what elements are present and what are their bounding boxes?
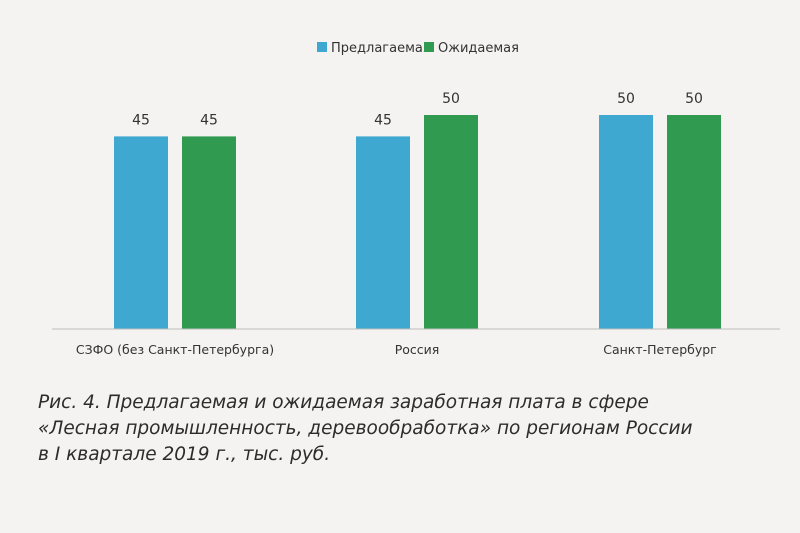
category-label-2: Санкт-Петербург: [603, 342, 717, 357]
category-label-1: Россия: [395, 342, 440, 357]
caption-line-3: в I квартале 2019 г., тыс. руб.: [38, 444, 331, 465]
legend-swatch-series-1: [424, 42, 434, 52]
data-label-expected-cat-1: 50: [442, 91, 460, 107]
figure-caption: Рис. 4. Предлагаемая и ожидаемая заработ…: [38, 390, 778, 468]
labels-group: 45 45 45 50 50 50: [132, 91, 703, 128]
data-label-offered-cat-2: 50: [617, 91, 635, 107]
category-label-0: СЗФО (без Санкт-Петербурга): [76, 342, 274, 357]
bar-offered-cat-2: [599, 115, 653, 329]
bar-offered-cat-0: [114, 136, 168, 329]
bar-chart: Предлагаемая Ожидаемая 45 45 45 50 50 50 СЗФО…: [52, 41, 780, 357]
bars-group: [114, 115, 721, 329]
legend-label-series-1: Ожидаемая: [438, 41, 519, 56]
bar-offered-cat-1: [356, 136, 410, 329]
caption-line-1: Рис. 4. Предлагаемая и ожидаемая заработ…: [38, 392, 649, 413]
data-label-expected-cat-2: 50: [685, 91, 703, 107]
bar-expected-cat-0: [182, 136, 236, 329]
category-labels-group: СЗФО (без Санкт-Петербурга) Россия Санкт-П…: [76, 342, 717, 357]
caption-line-2: «Лесная промышленность, деревообработка»…: [38, 418, 693, 439]
legend-label-series-0: Предлагаемая: [331, 41, 431, 56]
data-label-offered-cat-1: 45: [374, 112, 392, 128]
chart-legend: Предлагаемая Ожидаемая: [317, 41, 519, 56]
data-label-offered-cat-0: 45: [132, 112, 150, 128]
bar-expected-cat-2: [667, 115, 721, 329]
data-label-expected-cat-0: 45: [200, 112, 218, 128]
legend-swatch-series-0: [317, 42, 327, 52]
bar-expected-cat-1: [424, 115, 478, 329]
